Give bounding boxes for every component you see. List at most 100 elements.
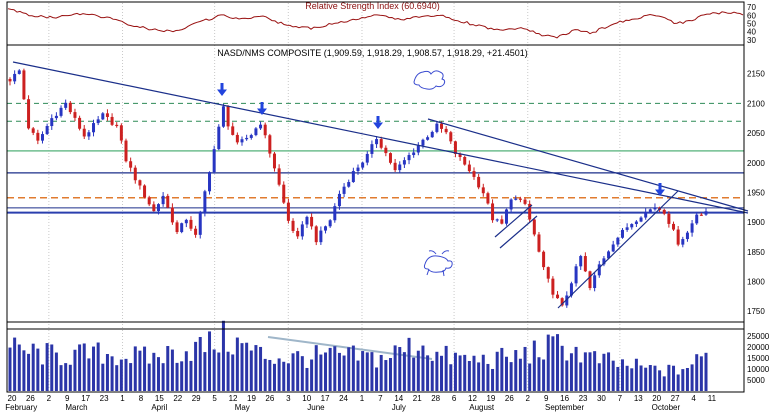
candle-body bbox=[22, 70, 26, 100]
candle-body bbox=[351, 171, 355, 183]
volume-bar bbox=[310, 359, 314, 391]
volume-bar bbox=[658, 370, 662, 391]
volume-bar bbox=[467, 361, 471, 391]
candle-body bbox=[542, 251, 546, 268]
date-tick-label: 26 bbox=[26, 394, 35, 403]
trendline[interactable] bbox=[499, 215, 538, 249]
volume-bar bbox=[36, 348, 40, 391]
candle-body bbox=[616, 237, 620, 245]
month-label: August bbox=[469, 403, 495, 412]
candle-body bbox=[565, 295, 569, 306]
date-tick-label: 27 bbox=[671, 394, 680, 403]
volume-bar bbox=[695, 354, 699, 391]
month-label: June bbox=[307, 403, 325, 412]
volume-bar bbox=[514, 350, 518, 391]
trendline[interactable] bbox=[494, 204, 533, 238]
date-tick-label: 17 bbox=[321, 394, 330, 403]
month-label: February bbox=[5, 403, 37, 412]
volume-bar bbox=[356, 360, 360, 391]
volume-bar bbox=[662, 376, 666, 391]
volume-bar bbox=[398, 347, 402, 391]
volume-bar bbox=[235, 337, 239, 391]
trendline[interactable] bbox=[557, 190, 679, 309]
date-tick-label: 13 bbox=[634, 394, 643, 403]
volume-bar bbox=[13, 337, 17, 391]
candle-body bbox=[203, 191, 207, 213]
volume-bar bbox=[170, 349, 174, 391]
trendline[interactable] bbox=[427, 118, 749, 212]
candle-body bbox=[695, 214, 699, 224]
candle-body bbox=[212, 149, 216, 173]
date-tick-label: 7 bbox=[378, 394, 383, 403]
date-tick-label: 15 bbox=[155, 394, 164, 403]
candle-body bbox=[235, 134, 239, 143]
candle-body bbox=[662, 209, 666, 214]
candle-body bbox=[453, 141, 457, 155]
volume-bar bbox=[616, 366, 620, 391]
volume-axis-label: 20000 bbox=[747, 343, 770, 352]
candle-body bbox=[105, 113, 109, 117]
down-arrow-annotation[interactable] bbox=[655, 183, 665, 196]
candle-body bbox=[50, 118, 54, 127]
candle-body bbox=[272, 153, 276, 169]
volume-bar bbox=[379, 354, 383, 391]
date-tick-label: 12 bbox=[468, 394, 477, 403]
candle-body bbox=[384, 147, 388, 154]
trendline[interactable] bbox=[12, 61, 749, 214]
candle-body bbox=[328, 220, 332, 227]
volume-bar bbox=[96, 342, 100, 391]
candle-body bbox=[13, 73, 17, 82]
volume-bar bbox=[556, 334, 560, 391]
volume-bar bbox=[300, 356, 304, 391]
date-tick-label: 8 bbox=[139, 394, 144, 403]
candle-body bbox=[68, 102, 72, 113]
candle-body bbox=[602, 258, 606, 265]
date-tick-label: 19 bbox=[247, 394, 256, 403]
volume-bar bbox=[78, 344, 82, 391]
date-tick-label: 2 bbox=[526, 394, 531, 403]
volume-bar bbox=[500, 347, 504, 391]
volume-bar bbox=[676, 374, 680, 391]
candle-body bbox=[574, 266, 578, 284]
candle-body bbox=[556, 294, 560, 299]
candle-body bbox=[560, 298, 564, 306]
candle-body bbox=[704, 211, 708, 215]
candle-body bbox=[630, 224, 634, 228]
candle-body bbox=[639, 217, 643, 222]
rsi-axis-label: 60 bbox=[747, 11, 756, 20]
price-axis-label: 1950 bbox=[747, 188, 765, 197]
volume-bar bbox=[486, 363, 490, 391]
volume-bar bbox=[133, 346, 137, 391]
date-tick-label: 20 bbox=[8, 394, 17, 403]
volume-bar bbox=[268, 359, 272, 391]
volume-bar bbox=[175, 362, 179, 391]
candle-body bbox=[119, 125, 123, 141]
candle-body bbox=[416, 145, 420, 153]
down-arrow-annotation[interactable] bbox=[217, 83, 227, 96]
bull-doodle[interactable] bbox=[423, 250, 453, 277]
date-tick-label: 28 bbox=[431, 394, 440, 403]
volume-bar bbox=[569, 353, 573, 391]
volume-bar bbox=[184, 351, 188, 391]
down-arrow-annotation[interactable] bbox=[373, 116, 383, 129]
candle-body bbox=[240, 139, 244, 143]
date-tick-label: 14 bbox=[394, 394, 403, 403]
rsi-axis-label: 50 bbox=[747, 20, 756, 29]
candle-body bbox=[291, 220, 295, 231]
volume-bar bbox=[68, 364, 72, 391]
date-tick-label: 26 bbox=[265, 394, 274, 403]
volume-bar bbox=[607, 352, 611, 391]
volume-bar bbox=[579, 362, 583, 391]
bear-doodle[interactable] bbox=[413, 70, 446, 90]
price-axis-label: 2150 bbox=[747, 70, 765, 79]
candle-body bbox=[681, 239, 685, 245]
down-arrow-annotation[interactable] bbox=[257, 102, 267, 115]
volume-bar bbox=[217, 352, 221, 391]
candle-body bbox=[407, 155, 411, 161]
volume-bar bbox=[286, 363, 290, 391]
date-tick-label: 7 bbox=[618, 394, 623, 403]
candle-body bbox=[324, 226, 328, 231]
candle-body bbox=[467, 164, 471, 172]
candle-body bbox=[36, 132, 40, 141]
